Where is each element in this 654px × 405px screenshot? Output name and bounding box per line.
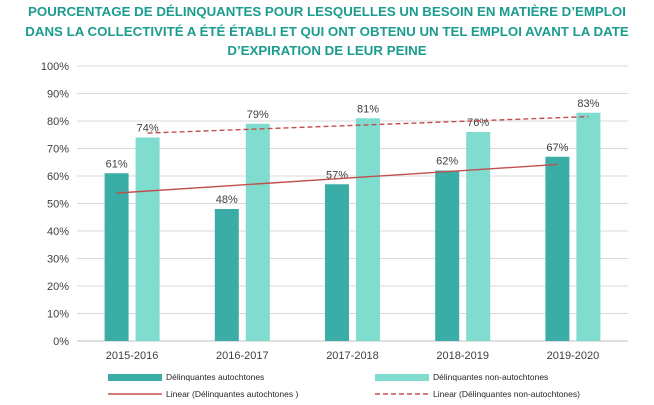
data-label: 76% (467, 117, 489, 129)
bar (214, 209, 239, 341)
data-label: 83% (577, 98, 599, 110)
chart-title: POURCENTAGE DE DÉLINQUANTES POUR LESQUEL… (0, 2, 654, 61)
x-tick-label: 2019-2020 (547, 350, 600, 362)
y-tick-label: 50% (47, 199, 69, 211)
bar (466, 132, 491, 341)
x-tick-label: 2016-2017 (216, 350, 269, 362)
bar (245, 123, 270, 341)
y-tick-label: 80% (47, 116, 69, 128)
bar (356, 118, 380, 341)
y-tick-label: 70% (47, 144, 69, 156)
y-tick-label: 60% (47, 171, 69, 183)
data-label: 79% (247, 109, 269, 121)
chart-title-line-3: D’EXPIRATION DE LEUR PEINE (227, 43, 427, 58)
x-tick-label: 2018-2019 (436, 350, 489, 362)
bar (435, 170, 460, 341)
legend-swatch (375, 374, 429, 381)
legend-label: Linear (Délinquantes autochtones ) (166, 389, 298, 399)
data-label: 62% (436, 156, 458, 168)
y-tick-label: 20% (47, 281, 69, 293)
bar (104, 173, 129, 341)
y-tick-label: 30% (47, 254, 69, 266)
chart-title-line-1: POURCENTAGE DE DÉLINQUANTES POUR LESQUEL… (28, 4, 626, 19)
legend-swatch (108, 374, 162, 381)
bar (545, 156, 570, 341)
y-tick-label: 0% (53, 336, 69, 348)
bar (135, 137, 160, 341)
y-tick-label: 90% (47, 89, 69, 101)
legend-label: Délinquantes non-autochtones (433, 372, 548, 382)
trendline (116, 163, 558, 194)
data-label: 67% (546, 142, 568, 154)
data-label: 74% (137, 123, 159, 135)
legend-label: Délinquantes autochtones (166, 372, 264, 382)
data-label: 61% (106, 158, 128, 170)
y-tick-label: 40% (47, 226, 69, 238)
bar (576, 112, 601, 341)
bar (325, 184, 349, 341)
x-tick-label: 2017-2018 (326, 350, 379, 362)
legend-label: Linear (Délinquantes non-autochtones) (433, 389, 580, 399)
trendline (147, 115, 589, 134)
x-tick-label: 2015-2016 (106, 350, 159, 362)
y-tick-label: 100% (41, 61, 69, 73)
y-tick-label: 10% (47, 309, 69, 321)
data-label: 81% (357, 103, 379, 115)
chart-title-line-2: DANS LA COLLECTIVITÉ A ÉTÉ ÉTABLI ET QUI… (25, 23, 629, 39)
data-label: 48% (216, 194, 238, 206)
